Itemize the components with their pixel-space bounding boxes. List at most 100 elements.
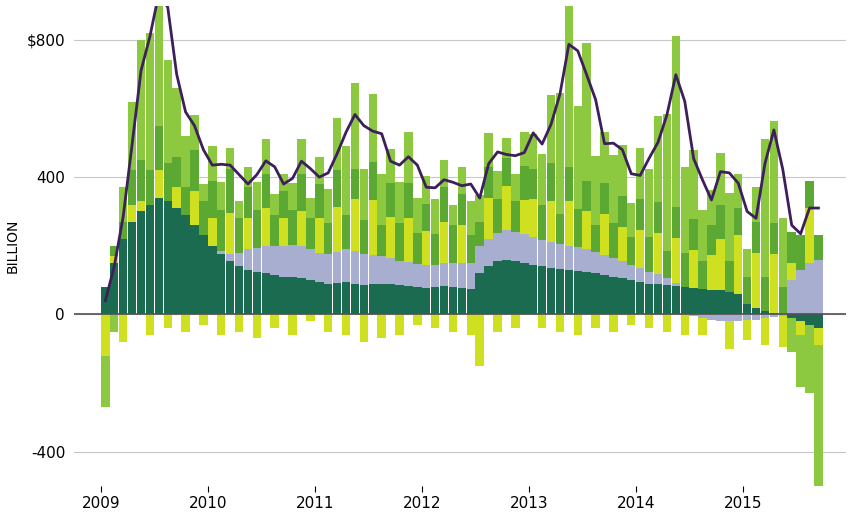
Bar	[217, 254, 226, 314]
Bar	[190, 150, 199, 191]
Bar	[297, 278, 306, 314]
Bar	[734, 236, 742, 294]
Bar	[449, 287, 458, 314]
Bar	[601, 183, 609, 214]
Bar	[689, 314, 698, 316]
Bar	[297, 246, 306, 278]
Bar	[511, 314, 520, 328]
Bar	[511, 174, 520, 201]
Bar	[707, 290, 716, 314]
Bar	[172, 157, 181, 188]
Bar	[797, 236, 805, 270]
Bar	[128, 102, 136, 170]
Bar	[467, 201, 475, 236]
Bar	[458, 167, 466, 194]
Bar	[485, 266, 492, 314]
Bar	[164, 163, 172, 201]
Bar	[395, 261, 404, 285]
Bar	[226, 148, 234, 169]
Bar	[377, 314, 386, 339]
Bar	[119, 188, 128, 222]
Bar	[315, 157, 324, 184]
Bar	[137, 201, 145, 211]
Bar	[377, 174, 386, 225]
Bar	[556, 214, 564, 245]
Bar	[725, 193, 734, 261]
Bar	[618, 261, 626, 278]
Bar	[279, 246, 288, 277]
Bar	[217, 183, 226, 210]
Bar	[110, 263, 118, 314]
Bar	[787, 314, 796, 318]
Bar	[627, 203, 636, 237]
Bar	[601, 275, 609, 314]
Bar	[288, 183, 296, 210]
Bar	[235, 218, 244, 253]
Bar	[815, 236, 823, 260]
Bar	[485, 132, 492, 167]
Bar	[699, 314, 707, 318]
Bar	[645, 271, 653, 283]
Bar	[333, 283, 342, 314]
Bar	[288, 245, 296, 277]
Bar	[636, 231, 644, 268]
Bar	[101, 356, 110, 407]
Bar	[547, 163, 556, 201]
Bar	[805, 263, 814, 314]
Bar	[146, 314, 154, 335]
Bar	[699, 261, 707, 288]
Bar	[360, 220, 368, 254]
Bar	[413, 314, 422, 325]
Bar	[707, 314, 716, 320]
Bar	[511, 261, 520, 314]
Bar	[315, 253, 324, 282]
Bar	[743, 277, 751, 304]
Bar	[779, 218, 787, 287]
Bar	[306, 249, 314, 280]
Bar	[386, 149, 394, 183]
Bar	[306, 218, 314, 249]
Bar	[797, 321, 805, 335]
Bar	[761, 314, 769, 318]
Bar	[565, 246, 573, 270]
Bar	[199, 184, 208, 201]
Bar	[583, 180, 591, 211]
Bar	[404, 132, 412, 184]
Bar	[342, 215, 350, 249]
Bar	[253, 183, 261, 210]
Bar	[787, 232, 796, 263]
Bar	[137, 160, 145, 201]
Bar	[128, 170, 136, 205]
Bar	[743, 304, 751, 314]
Bar	[253, 314, 261, 339]
Bar	[315, 218, 324, 253]
Bar	[101, 314, 110, 356]
Bar	[699, 210, 707, 261]
Bar	[653, 274, 662, 284]
Bar	[627, 314, 636, 325]
Bar	[717, 239, 725, 291]
Bar	[431, 265, 440, 287]
Bar	[190, 225, 199, 314]
Bar	[565, 201, 573, 246]
Bar	[431, 314, 440, 328]
Bar	[573, 270, 582, 314]
Bar	[342, 282, 350, 314]
Bar	[751, 188, 760, 222]
Bar	[645, 169, 653, 237]
Bar	[797, 314, 805, 321]
Bar	[342, 146, 350, 215]
Bar	[529, 200, 538, 237]
Bar	[270, 314, 279, 328]
Bar	[440, 222, 448, 263]
Bar	[583, 211, 591, 249]
Bar	[707, 255, 716, 290]
Bar	[244, 249, 252, 270]
Bar	[779, 287, 787, 314]
Bar	[475, 222, 484, 247]
Bar	[333, 252, 342, 283]
Bar	[636, 200, 644, 231]
Bar	[815, 314, 823, 328]
Bar	[529, 237, 538, 265]
Bar	[244, 218, 252, 249]
